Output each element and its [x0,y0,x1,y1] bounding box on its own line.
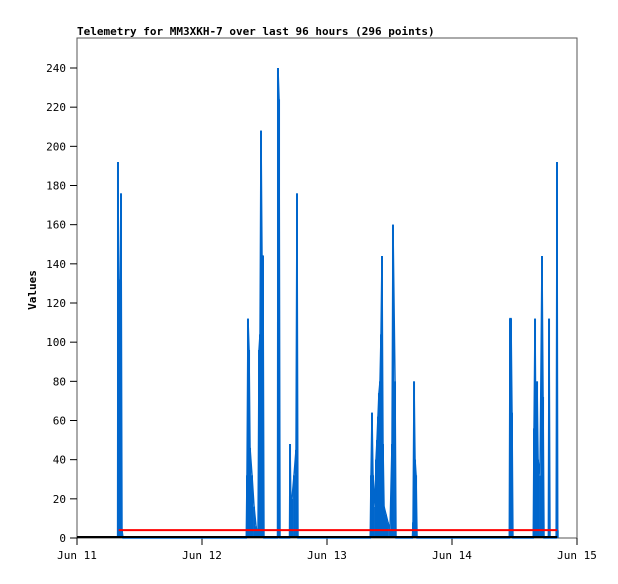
y-tick-label: 60 [53,415,66,428]
telemetry-series-line [116,67,559,539]
plot-frame [76,37,578,539]
x-tick-label: Jun 11 [57,549,97,562]
x-tick-label: Jun 12 [182,549,222,562]
x-tick-label: Jun 13 [307,549,347,562]
y-tick-label: 140 [46,258,66,271]
y-tick-label: 80 [53,375,66,388]
y-tick-label: 160 [46,219,66,232]
y-tick-label: 0 [59,532,66,545]
x-tick-label: Jun 14 [432,549,472,562]
y-axis-label: Values [26,270,39,310]
y-tick-label: 200 [46,140,66,153]
y-tick-label: 220 [46,101,66,114]
y-tick-label: 240 [46,62,66,75]
x-tick-label: Jun 15 [557,549,597,562]
y-tick-label: 40 [53,454,66,467]
y-tick-label: 20 [53,493,66,506]
y-tick-label: 100 [46,336,66,349]
y-tick-label: 180 [46,180,66,193]
chart-title: Telemetry for MM3XKH-7 over last 96 hour… [77,25,435,38]
y-tick-label: 120 [46,297,66,310]
